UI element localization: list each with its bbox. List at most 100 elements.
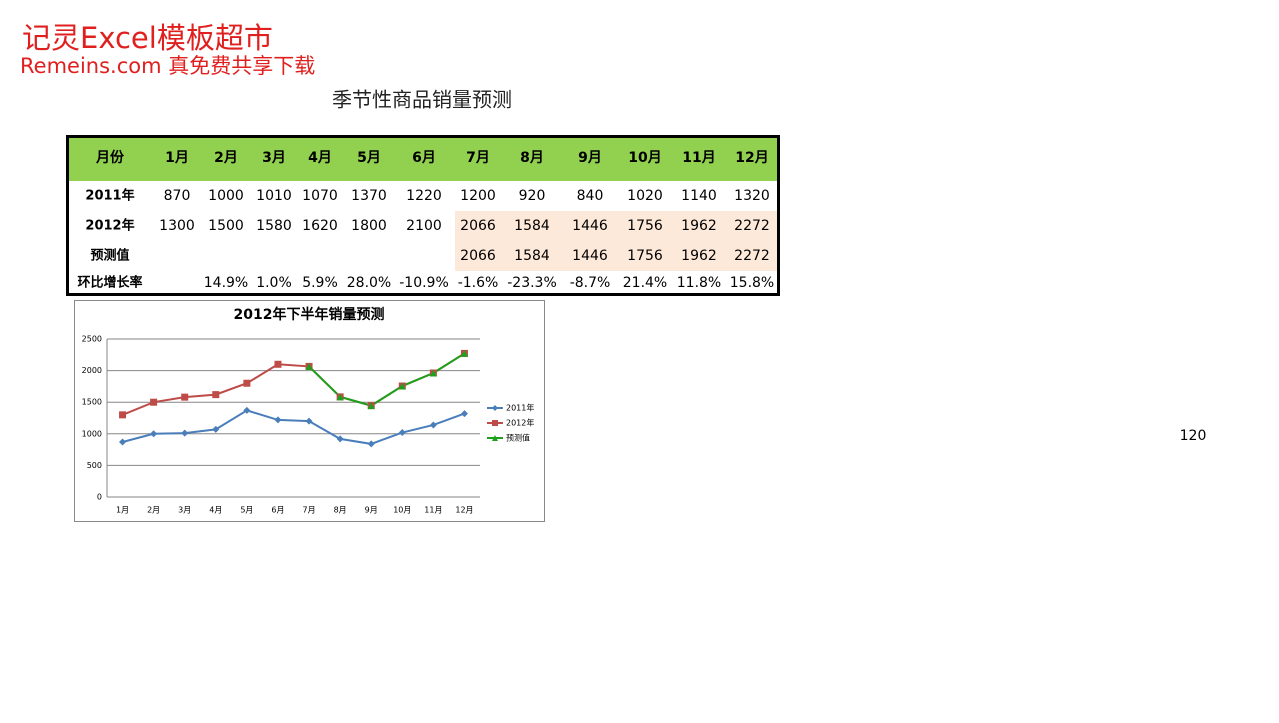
table-cell: 2066 [460,248,496,264]
table-header-bg [67,136,778,181]
legend-label: 2011年 [506,403,534,413]
chart-frame [74,300,545,522]
table-header-cell: 月份 [95,149,125,166]
marker [212,391,220,399]
series-line [122,409,465,445]
y-tick-label: 1500 [82,398,102,407]
chart-title: 2012年下半年销量预测 [234,306,385,323]
marker [181,429,189,437]
table-cell: 1580 [256,218,292,234]
table-cell: -1.6% [458,275,499,291]
row-label: 环比增长率 [77,275,142,291]
table-cell: 2272 [734,218,770,234]
table-header-cell: 11月 [682,150,715,166]
table-cell: 920 [519,188,546,204]
table-cell: 1300 [159,218,195,234]
table-cell: -10.9% [399,275,449,291]
x-tick-label: 9月 [365,506,378,515]
table-cell: 1584 [514,218,550,234]
x-tick-label: 7月 [302,506,315,515]
marker [460,410,468,418]
row-label: 2011年 [85,188,134,204]
x-tick-label: 8月 [334,506,347,515]
table-cell: 840 [577,188,604,204]
marker [150,430,158,438]
table-cell: 1010 [256,188,292,204]
x-tick-label: 4月 [209,506,222,515]
marker [492,420,498,426]
x-tick-label: 11月 [424,506,442,515]
y-tick-label: 0 [97,493,102,502]
marker [367,402,375,410]
table-cell: 14.9% [204,275,248,291]
marker [150,398,158,406]
table-cell: 2100 [406,218,442,234]
table-cell: -8.7% [570,275,611,291]
table-cell: 28.0% [347,275,391,291]
marker [336,393,344,401]
table-header-cell: 12月 [735,150,768,166]
table-cell: 1446 [572,248,608,264]
x-tick-label: 3月 [178,506,191,515]
table-header-cell: 7月 [466,150,490,166]
x-tick-label: 10月 [393,506,411,515]
row-label: 预测值 [90,248,129,264]
table-cell: 1500 [208,218,244,234]
table-cell: 1620 [302,218,338,234]
marker [274,360,282,368]
marker [492,405,498,411]
legend-label: 预测值 [506,433,530,443]
table-header-cell: 8月 [520,150,544,166]
table-cell: 1220 [406,188,442,204]
x-tick-label: 5月 [240,506,253,515]
table-cell: 1070 [302,188,338,204]
marker [274,416,282,424]
table-cell: 1020 [627,188,663,204]
table-cell: 1962 [681,218,717,234]
x-tick-label: 12月 [455,506,473,515]
tagline: Remeins.com 真免费共享下载 [20,54,315,78]
marker [305,417,313,425]
table-cell: -23.3% [507,275,557,291]
table-cell: 2066 [460,218,496,234]
legend-label: 2012年 [506,418,534,428]
table-cell: 21.4% [623,275,667,291]
marker [181,393,189,401]
page-title: 季节性商品销量预测 [332,88,512,112]
table-header-cell: 3月 [262,150,286,166]
table-header-cell: 6月 [412,150,436,166]
row-label: 2012年 [85,218,134,234]
table-header-cell: 4月 [308,150,332,166]
table-header-cell: 5月 [357,150,381,166]
forecast-highlight [455,211,778,271]
y-tick-label: 2500 [82,335,102,344]
table-cell: 15.8% [730,275,774,291]
series-line [308,352,465,407]
table-cell: 1756 [627,218,663,234]
table-cell: 1.0% [256,275,292,291]
table-cell: 5.9% [302,275,338,291]
table-header-cell: 2月 [214,150,238,166]
marker [367,440,375,448]
marker [460,349,468,357]
marker [243,379,251,387]
marker [119,411,127,419]
table-cell: 1320 [734,188,770,204]
marker [492,435,498,441]
table-cell: 1000 [208,188,244,204]
table-cell: 1200 [460,188,496,204]
table-cell: 1446 [572,218,608,234]
table-cell: 2272 [734,248,770,264]
y-tick-label: 500 [87,461,102,470]
marker [243,406,251,414]
table-cell: 1584 [514,248,550,264]
marker [398,382,406,390]
x-tick-label: 1月 [116,506,129,515]
table-cell: 1370 [351,188,387,204]
marker [429,421,437,429]
marker [336,435,344,443]
x-tick-label: 2月 [147,506,160,515]
page-number: 120 [1180,428,1207,444]
